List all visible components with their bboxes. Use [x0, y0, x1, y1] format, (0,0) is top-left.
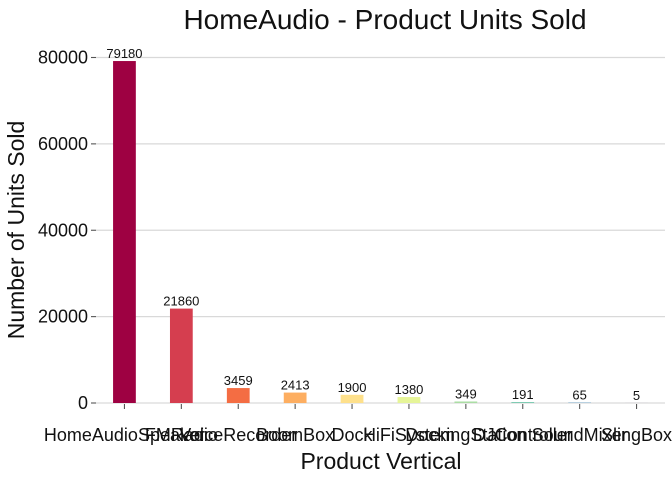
x-tick-label: FMRadio — [145, 425, 218, 445]
y-tick-label: 80000 — [38, 48, 88, 68]
bar-dock — [340, 394, 364, 403]
bar-homeaudiospeaker — [113, 61, 136, 403]
x-tick-label: HomeAudioSpeaker — [44, 425, 205, 445]
bar-fmradio — [169, 308, 193, 403]
bar-djcontroller — [511, 402, 535, 403]
data-label-fmradio: 21860 — [163, 294, 199, 309]
data-label-dockingstation: 349 — [455, 386, 477, 401]
y-tick-label: 0 — [78, 393, 88, 413]
x-tick-label: DockingStation — [405, 425, 526, 445]
y-tick-label: 60000 — [38, 134, 88, 154]
y-axis-title: Number of Units Sold — [3, 121, 29, 340]
data-label-hifisystem: 1380 — [394, 382, 423, 397]
x-tick-label: HiFiSystem — [363, 425, 455, 445]
bar-dockingstation — [454, 401, 478, 403]
data-label-homeaudiospeaker: 79180 — [106, 46, 142, 61]
x-tick-label: Dock — [332, 425, 374, 445]
y-tick-label: 20000 — [38, 307, 88, 327]
data-label-voicerecorder: 3459 — [224, 373, 253, 388]
bar-boombox — [283, 392, 307, 403]
data-label-soundmixer: 65 — [572, 388, 586, 403]
x-tick-label: BoomBox — [256, 425, 334, 445]
bar-hifisystem — [397, 397, 421, 403]
data-label-dock: 1900 — [338, 380, 367, 395]
x-tick-label: VoiceRecorder — [179, 425, 297, 445]
data-label-slingbox: 5 — [633, 388, 640, 403]
data-labels: 79180 21860 3459 2413 1900 1380 349 191 65 5 — [106, 46, 640, 403]
x-axis: HomeAudioSpeakerFMRadioVoiceRecorderBoom… — [44, 404, 672, 445]
y-axis: 0 20000 40000 60000 80000 — [38, 48, 96, 413]
x-axis-title: Product Vertical — [300, 448, 461, 474]
data-label-djcontroller: 191 — [512, 387, 534, 402]
bar-voicerecorder — [226, 388, 250, 403]
data-label-boombox: 2413 — [281, 378, 310, 393]
chart-title: HomeAudio - Product Units Sold — [183, 4, 586, 35]
x-tick-label: DJController — [473, 425, 573, 445]
x-tick-label: SoundMixer — [532, 425, 628, 445]
bars — [113, 61, 648, 403]
y-tick-label: 40000 — [38, 220, 88, 240]
x-tick-label: SlingBox — [601, 425, 672, 445]
